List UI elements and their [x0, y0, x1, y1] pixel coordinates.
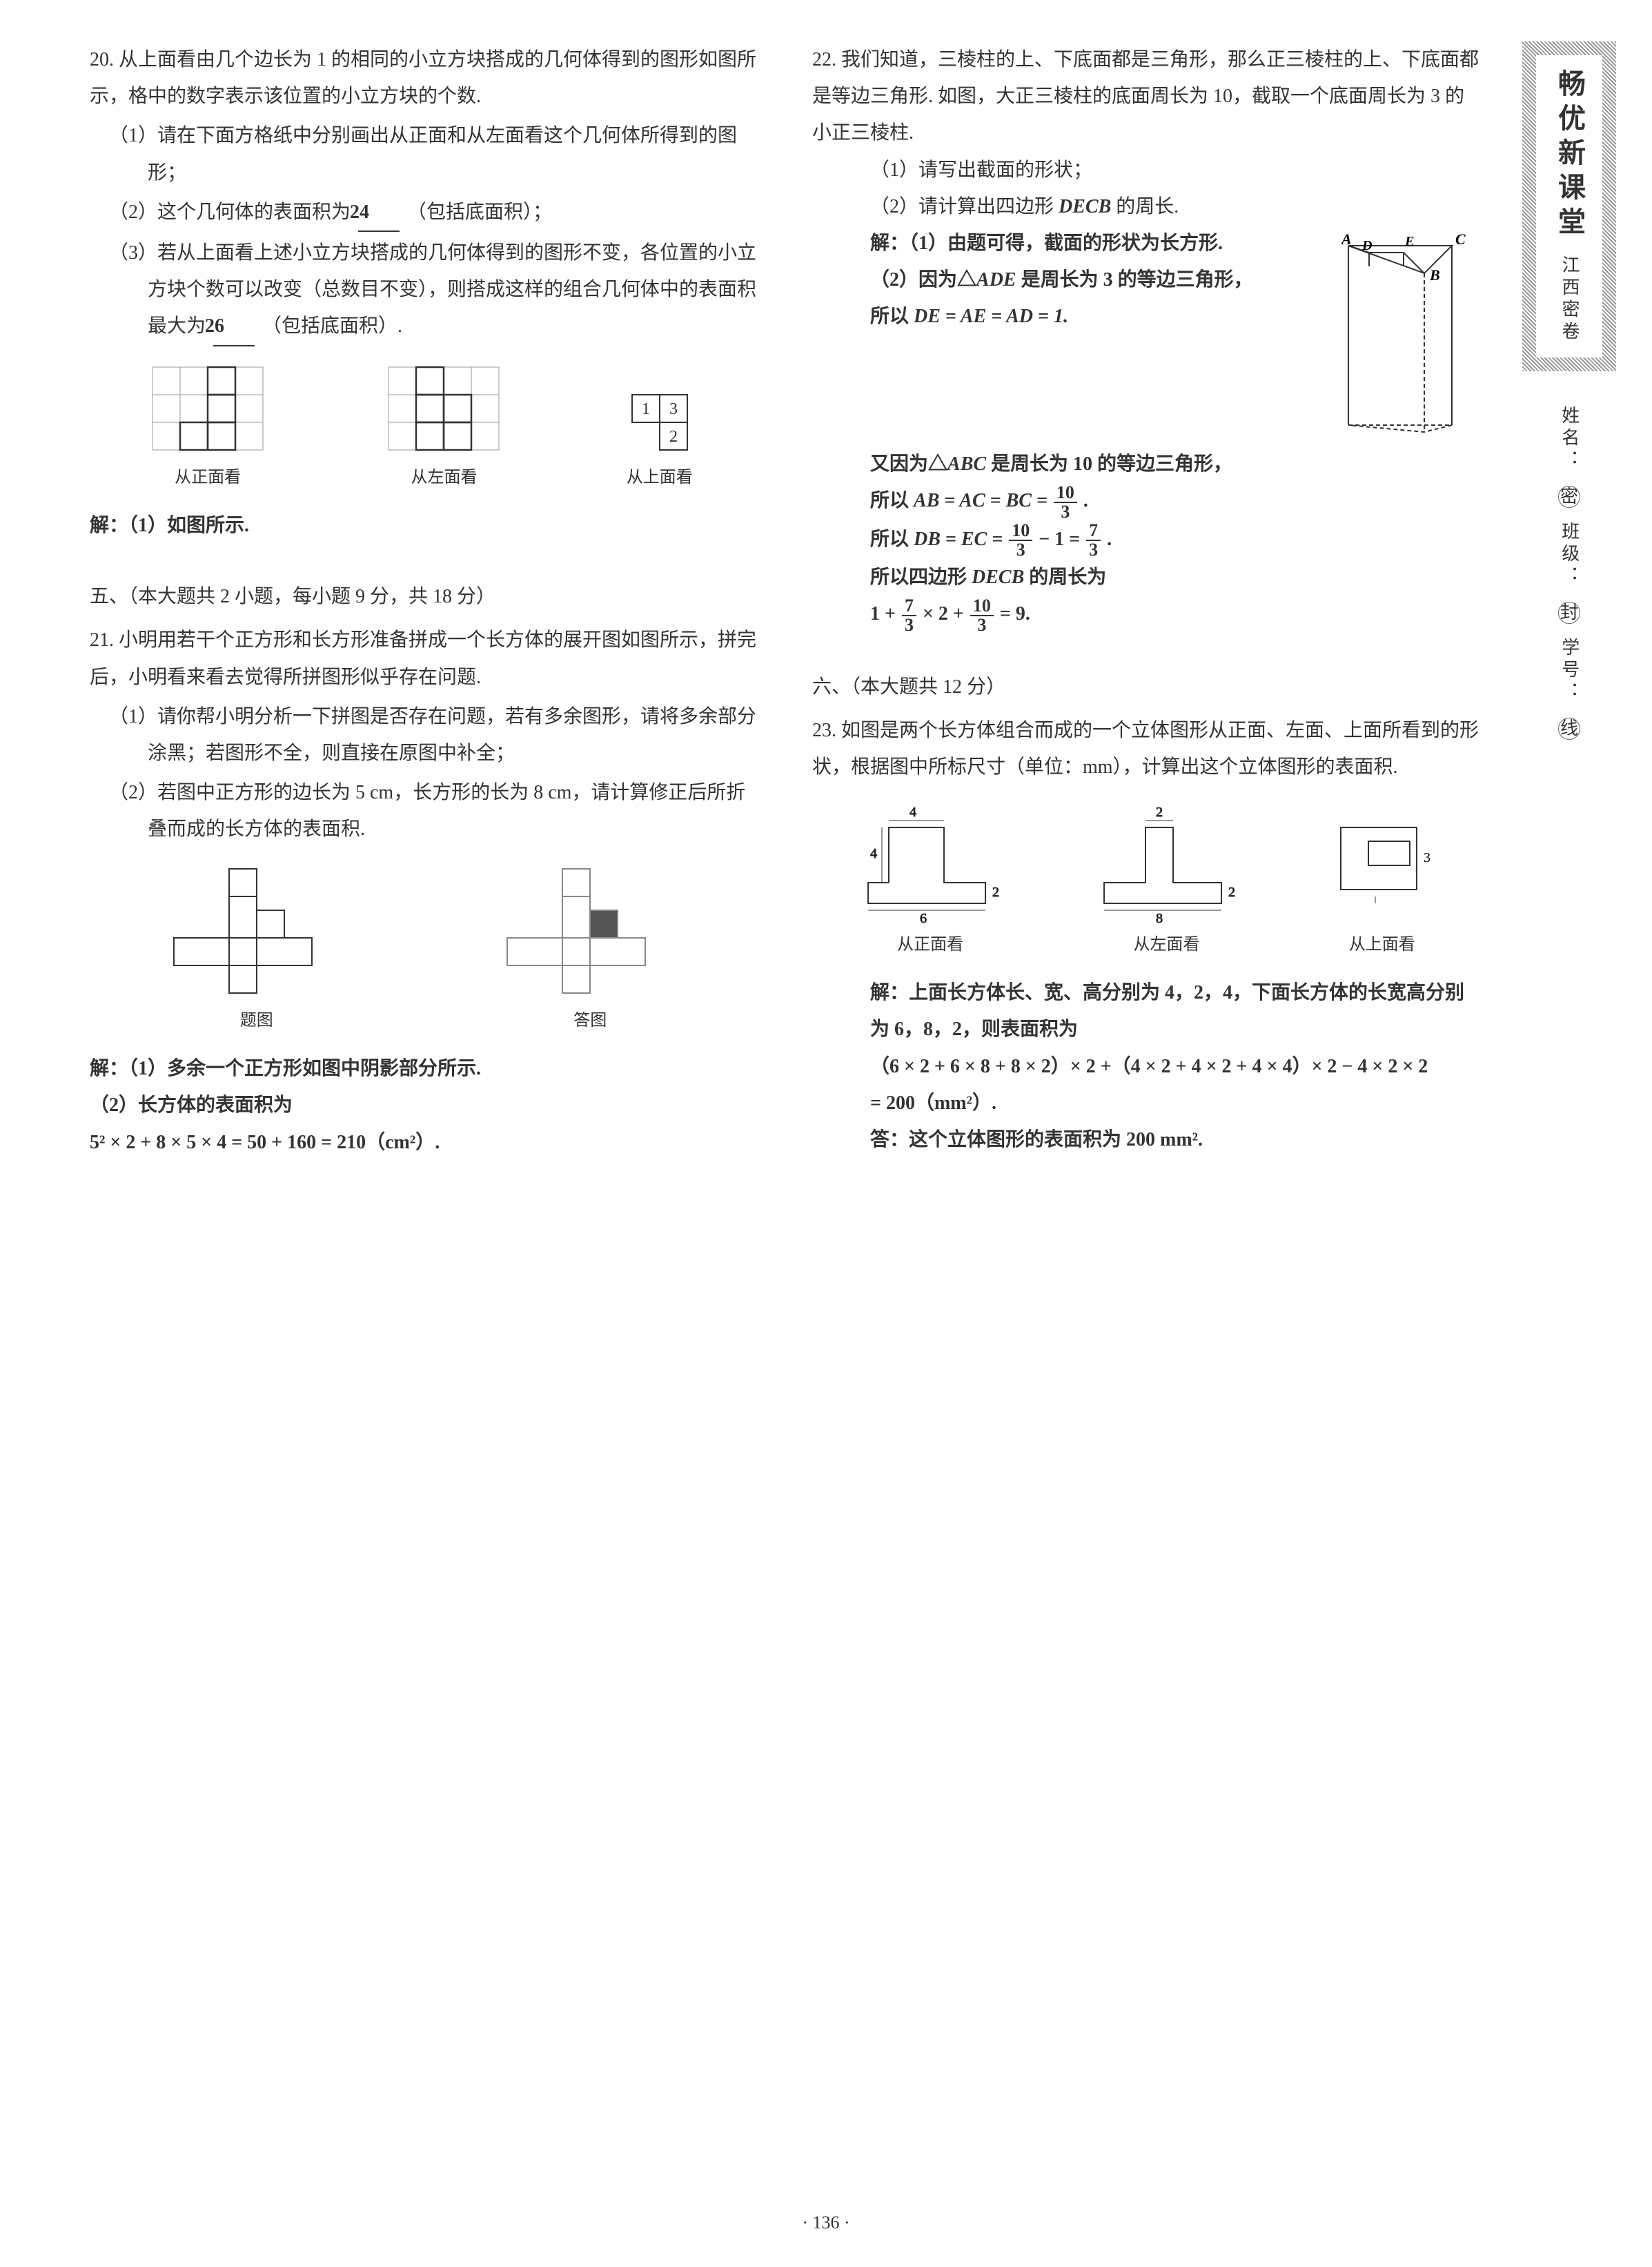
q22-ans-l3: 所以 DE = AE = AD = 1. [812, 298, 1328, 335]
front-view-icon: 4 4 6 2 [854, 800, 1006, 924]
svg-text:2: 2 [992, 885, 999, 900]
seal-mi: 密 [1558, 486, 1580, 508]
q20-stem: 从上面看由几个边长为 1 的相同的小立方块搭成的几何体得到的图形如图所示，格中的… [90, 49, 756, 107]
svg-text:4: 4 [870, 846, 877, 861]
svg-text:D: D [1361, 238, 1372, 253]
q22-part1: （1）请写出截面的形状； [812, 152, 1479, 188]
q21-stem: 小明用若干个正方形和长方形准备拼成一个长方体的展开图如图所示，拼完后，小明看来看… [90, 629, 756, 687]
q21-part1: （1）请你帮小明分析一下拼图是否存在问题，若有多余图形，请将多余部分涂黑；若图形… [90, 698, 757, 772]
svg-text:1: 1 [642, 400, 650, 418]
q21-answer-figure: 答图 [500, 862, 680, 1037]
question-22: 22. 我们知道，三棱柱的上、下底面都是三角形，那么正三棱柱的上、下底面都是等边… [812, 41, 1479, 634]
q20-part2: （2）这个几何体的表面积为 24 （包括底面积）； [90, 194, 757, 232]
q22-ans-l6: 所以 DB = EC = 103 − 1 = 73 . [812, 521, 1479, 560]
q21-part2: （2）若图中正方形的边长为 5 cm，长方形的长为 8 cm，请计算修正后所折叠… [90, 774, 757, 847]
svg-text:6: 6 [920, 911, 927, 924]
q22-ans-l8: 1 + 73 × 2 + 103 = 9. [812, 596, 1479, 634]
q20-front-view: 从正面看 [146, 360, 270, 494]
page-number: · 136 · [0, 2206, 1652, 2239]
svg-text:2: 2 [1228, 885, 1235, 900]
q22-ans-l5: 所以 AB = AC = BC = 103 . [812, 482, 1479, 521]
q21-diagrams: 题图 答图 [90, 862, 757, 1037]
q20-blank2: 26 [213, 308, 255, 346]
q22-ans-l7: 所以四边形 DECB 的周长为 [812, 559, 1479, 596]
svg-text:8: 8 [1156, 911, 1163, 924]
seal-feng: 封 [1558, 602, 1580, 624]
left-view-icon: 2 8 2 [1090, 800, 1242, 924]
grid-left-icon [382, 360, 506, 457]
q20-number: 20. [90, 49, 114, 70]
question-23: 23. 如图是两个长方体组合而成的一个立体图形从正面、左面、上面所看到的形状，根… [812, 712, 1479, 1158]
section-6-title: 六、（本大题共 12 分） [812, 669, 1479, 705]
svg-text:3: 3 [1424, 850, 1430, 865]
q21-number: 21. [90, 629, 114, 651]
q23-stem: 如图是两个长方体组合而成的一个立体图形从正面、左面、上面所看到的形状，根据图中所… [812, 720, 1479, 778]
q20-diagrams: 从正面看 从左面看 [90, 360, 757, 494]
q22-ans-l1: 解：（1）由题可得，截面的形状为长方形. [812, 225, 1328, 262]
q22-ans-l4: 又因为△ABC 是周长为 10 的等边三角形， [812, 446, 1479, 482]
grid-top-icon: 1 3 2 [618, 388, 701, 457]
q22-ans-l2: （2）因为△ADE 是周长为 3 的等边三角形， [812, 262, 1328, 298]
q22-part2: （2）请计算出四边形 DECB 的周长. [812, 188, 1479, 225]
seal-xian: 线 [1558, 718, 1580, 740]
q22-number: 22. [812, 49, 836, 70]
q20-answer: 解：（1）如图所示. [90, 507, 757, 544]
q23-ans2: （6 × 2 + 6 × 8 + 8 × 2）× 2 +（4 × 2 + 4 ×… [812, 1048, 1479, 1085]
q20-part1: （1）请在下面方格纸中分别画出从正面和从左面看这个几何体所得到的图形； [90, 117, 757, 190]
prism-icon: A C B D E [1328, 225, 1479, 446]
svg-text:2: 2 [669, 428, 678, 446]
q23-top-view: 3 从上面看 [1327, 800, 1437, 961]
net-problem-icon [167, 862, 346, 1000]
q22-stem: 我们知道，三棱柱的上、下底面都是三角形，那么正三棱柱的上、下底面都是等边三角形.… [812, 49, 1479, 144]
svg-text:3: 3 [669, 400, 678, 418]
q23-ans3: = 200（mm²）. [812, 1085, 1479, 1121]
svg-text:C: C [1455, 230, 1466, 248]
q20-blank1: 24 [358, 194, 400, 232]
top-view-icon: 3 [1327, 800, 1437, 924]
q23-front-view: 4 4 6 2 从正面看 [854, 800, 1006, 961]
q20-top-view: 1 3 2 从上面看 [618, 388, 701, 494]
q21-problem-figure: 题图 [167, 862, 346, 1037]
question-21: 21. 小明用若干个正方形和长方形准备拼成一个长方体的展开图如图所示，拼完后，小… [90, 622, 757, 1160]
q21-answer2: （2）长方体的表面积为 [90, 1087, 757, 1123]
class-label: 班级： [1552, 508, 1586, 602]
svg-text:2: 2 [1156, 805, 1163, 820]
grid-front-icon [146, 360, 270, 457]
sidebar: 畅优新课堂 江西密卷 姓名： 密 班级： 封 学号： 线 [1500, 41, 1638, 1188]
id-label: 学号： [1552, 624, 1586, 718]
question-20: 20. 从上面看由几个边长为 1 的相同的小立方块搭成的几何体得到的图形如图所示… [90, 41, 757, 544]
q21-answer1: 解：（1）多余一个正方形如图中阴影部分所示. [90, 1050, 757, 1087]
book-title: 畅优新课堂 江西密卷 [1522, 41, 1616, 371]
q23-number: 23. [812, 720, 836, 741]
name-label: 姓名： [1552, 392, 1586, 486]
q20-left-view: 从左面看 [382, 360, 506, 494]
q23-left-view: 2 8 2 从左面看 [1090, 800, 1242, 961]
svg-text:4: 4 [909, 805, 916, 820]
svg-text:E: E [1404, 234, 1414, 249]
q23-diagrams: 4 4 6 2 从正面看 2 [812, 800, 1479, 961]
q23-ans4: 答：这个立体图形的表面积为 200 mm². [812, 1121, 1479, 1158]
net-answer-icon [500, 862, 680, 1000]
section-5-title: 五、（本大题共 2 小题，每小题 9 分，共 18 分） [90, 578, 757, 615]
q20-part3: （3）若从上面看上述小立方块搭成的几何体得到的图形不变，各位置的小立方块个数可以… [90, 235, 757, 346]
svg-text:B: B [1429, 266, 1440, 284]
q23-ans1: 解：上面长方体长、宽、高分别为 4，2，4，下面长方体的长宽高分别为 6，8，2… [812, 974, 1479, 1048]
svg-text:A: A [1340, 230, 1352, 248]
q21-answer3: 5² × 2 + 8 × 5 × 4 = 50 + 160 = 210（cm²）… [90, 1124, 757, 1161]
